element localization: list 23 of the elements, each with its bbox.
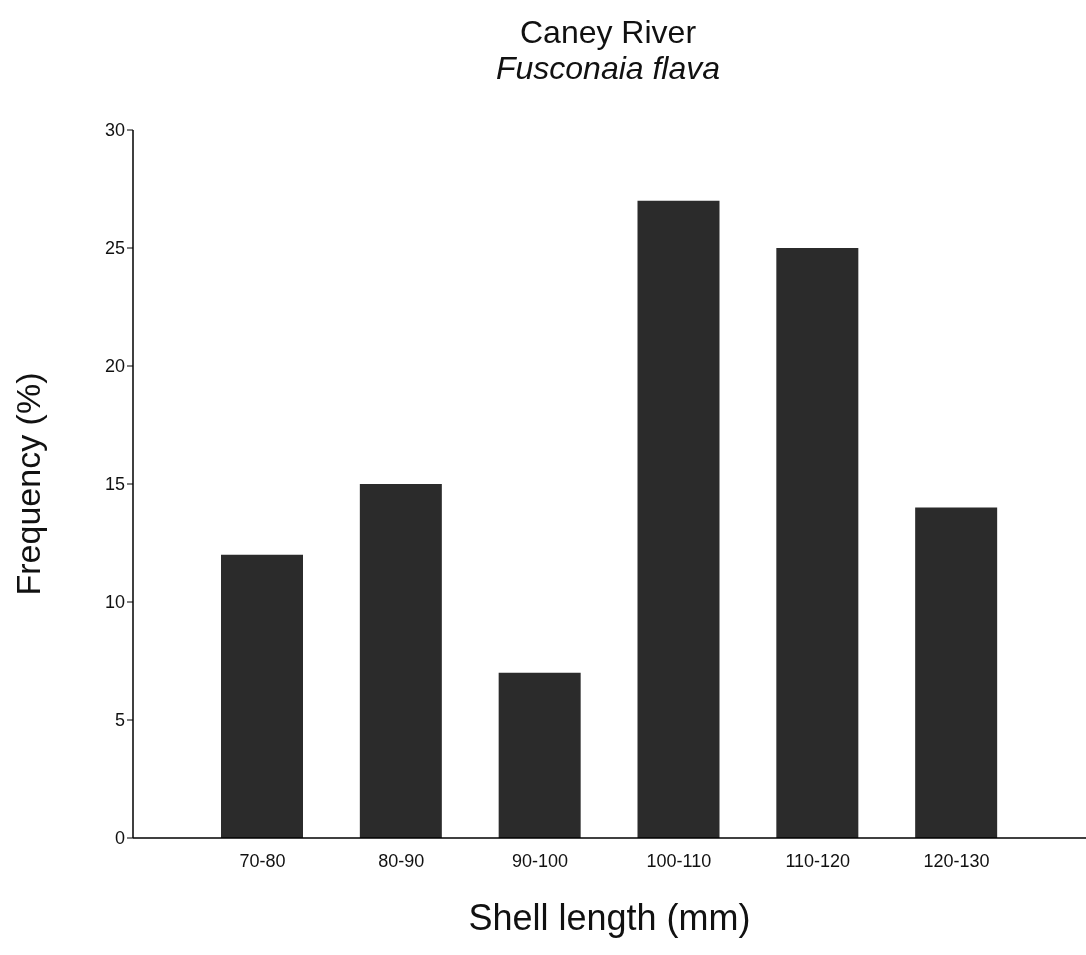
chart-subtitle: Fusconaia flava xyxy=(494,50,722,86)
bar xyxy=(221,554,303,838)
x-tick-label: 120-130 xyxy=(923,850,990,871)
x-axis-title: Shell length (mm) xyxy=(468,897,751,938)
y-tick-label: 5 xyxy=(114,710,125,731)
bar xyxy=(498,672,581,838)
y-tick-label: 30 xyxy=(104,120,125,141)
x-tick-label: 110-120 xyxy=(785,850,851,871)
chart-title: Caney River xyxy=(518,14,698,50)
bar xyxy=(637,200,720,838)
x-tick-label: 80-90 xyxy=(378,850,425,871)
bar xyxy=(359,484,442,838)
bar xyxy=(776,248,859,838)
x-tick-label: 100-110 xyxy=(646,850,712,871)
bar xyxy=(915,507,998,838)
y-tick-label: 10 xyxy=(104,592,125,613)
y-axis-title: Frequency (%) xyxy=(9,372,48,596)
y-tick-label: 25 xyxy=(104,238,125,259)
y-tick-label: 15 xyxy=(104,474,125,495)
x-tick-label: 90-100 xyxy=(512,850,569,871)
x-tick-label: 70-80 xyxy=(239,850,286,871)
y-tick-label: 0 xyxy=(114,828,125,849)
y-tick-label: 20 xyxy=(104,356,125,377)
